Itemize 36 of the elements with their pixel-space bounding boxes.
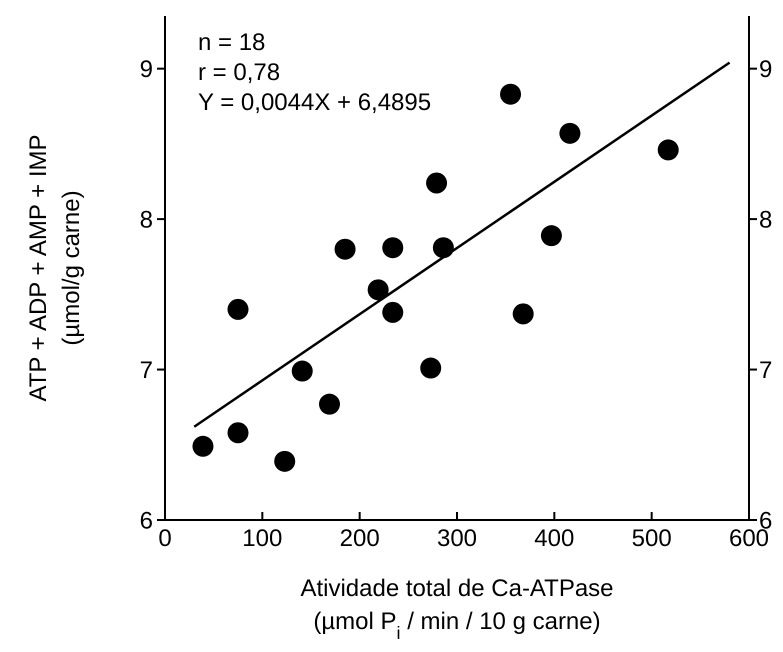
- point: [334, 238, 356, 260]
- point: [540, 225, 562, 246]
- y2-tick-label: 8: [759, 206, 772, 234]
- y-tick-label: 8: [140, 206, 153, 234]
- point: [192, 436, 214, 457]
- annotation: r = 0,78: [198, 59, 280, 86]
- point: [382, 237, 404, 258]
- point: [658, 139, 679, 160]
- point: [292, 360, 313, 382]
- point: [368, 279, 389, 300]
- point: [559, 122, 580, 144]
- x-tick-label: 300: [436, 525, 478, 552]
- y2-tick-label: 7: [759, 356, 772, 384]
- y2-tick-label: 9: [759, 56, 772, 84]
- point: [512, 303, 534, 324]
- y-axis-title: ATP + ADP + AMP + IMP (µmol/g carne): [25, 134, 85, 402]
- x-tick-label: 200: [340, 525, 380, 552]
- x-tick-label: 500: [632, 525, 672, 552]
- point: [382, 302, 404, 323]
- y-tick-label: 7: [140, 356, 153, 384]
- point: [426, 172, 448, 194]
- y-tick-label: 6: [140, 507, 153, 534]
- x-axis-title: Atividade total de Ca-ATPase (µmol P$_{i}$ / min / 10 g carne): [300, 575, 614, 643]
- point: [318, 394, 340, 415]
- point: [500, 84, 522, 105]
- annotation: Y = 0,0044X + 6,4895: [198, 89, 432, 116]
- point: [228, 422, 248, 444]
- x-tick-label: 100: [242, 525, 282, 552]
- x-tick-label: 0: [158, 525, 172, 552]
- x-tick-label: 400: [534, 525, 574, 552]
- point: [274, 450, 296, 472]
- point: [432, 237, 454, 258]
- annotation: n = 18: [198, 29, 266, 56]
- point: [420, 358, 442, 379]
- y-tick-label: 9: [140, 56, 153, 84]
- point: [228, 298, 248, 320]
